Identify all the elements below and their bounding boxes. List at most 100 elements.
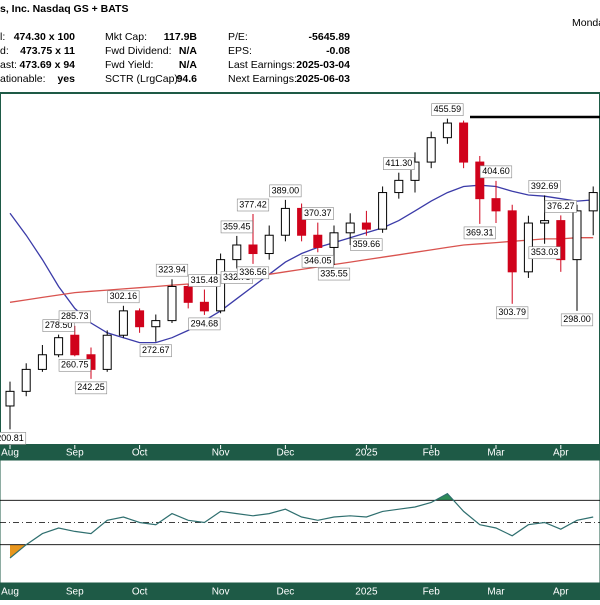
price-label: 285.73 (58, 310, 91, 324)
price-label: 346.05 (301, 254, 334, 268)
label-box (58, 310, 91, 324)
field-label: Fwd Dividend: (105, 45, 172, 57)
x-tick-label: Feb (423, 448, 441, 459)
label-text: 298.00 (563, 314, 591, 324)
field-label: EPS: (228, 45, 252, 57)
candle-body (70, 334, 80, 356)
field-label: Fwd Yield: (105, 59, 153, 71)
field-value: 2025-06-03 (296, 73, 350, 85)
label-box (528, 180, 561, 193)
label-box (188, 274, 221, 287)
label-text: 353.03 (531, 247, 559, 257)
header-date: Monda (572, 17, 600, 29)
field-label: Mkt Cap: (105, 31, 147, 43)
field-label: Next Earnings: (228, 73, 297, 85)
field-value: yes (57, 73, 75, 85)
x-tick-label: Apr (553, 587, 569, 598)
candle-body (183, 285, 193, 303)
field-label: P/E: (228, 31, 248, 43)
price-label: 389.00 (269, 184, 302, 198)
label-text: 369.31 (466, 227, 494, 237)
indicator-panel (0, 459, 600, 584)
candle-body (507, 210, 517, 273)
field-label: SCTR (LrgCap): (105, 73, 181, 85)
price-label: 315.48 (188, 274, 221, 287)
price-label: 298.00 (560, 313, 594, 327)
label-box (496, 306, 529, 320)
label-box (155, 263, 189, 277)
candle-body (313, 234, 323, 248)
candle-body (459, 122, 469, 163)
label-text: 411.30 (385, 158, 412, 168)
indicator-line (9, 492, 594, 559)
candle-body (426, 137, 436, 163)
price-label: 335.55 (317, 267, 351, 281)
label-text: 260.75 (61, 360, 89, 370)
candle-body (232, 244, 242, 261)
x-tick-label: Apr (553, 448, 569, 459)
x-tick-label: Dec (277, 587, 295, 598)
price-label: 359.66 (350, 238, 383, 251)
x-tick-label: Oct (132, 587, 148, 598)
candle-body (475, 161, 485, 200)
candle-body (361, 222, 371, 230)
price-label: 455.59 (431, 103, 464, 116)
candle-body (264, 234, 274, 255)
field-value: 474.30 x 100 (14, 31, 75, 43)
label-box (107, 290, 140, 304)
x-axis-bar (0, 583, 600, 600)
moving-average (9, 237, 594, 303)
label-text: 370.37 (304, 208, 332, 218)
candle-body (199, 301, 209, 312)
candle-body (491, 198, 501, 212)
label-box (528, 246, 561, 260)
candle-body (37, 354, 47, 370)
x-tick-label: Nov (212, 448, 230, 459)
label-box (463, 226, 496, 240)
candle-body (54, 337, 64, 356)
field-value: 117.9B (164, 31, 198, 43)
price-label: 303.79 (496, 306, 529, 320)
x-tick-label: Dec (277, 448, 295, 459)
label-text: 392.69 (531, 181, 559, 191)
x-tick-label: Oct (132, 448, 148, 459)
field-value: N/A (179, 45, 198, 57)
label-box (317, 267, 351, 281)
field-value: 2025-03-04 (296, 59, 350, 71)
field-label: Last Earnings: (228, 59, 295, 71)
label-text: 336.56 (239, 267, 267, 277)
candle-body (588, 192, 598, 212)
price-label: 200.81 (0, 432, 27, 445)
price-label: 272.67 (139, 344, 172, 358)
label-text: 359.45 (223, 221, 251, 231)
x-axis-bar (0, 445, 600, 460)
price-label: 411.30 (383, 157, 415, 170)
field-value: 473.69 x 94 (20, 59, 76, 71)
label-box (188, 317, 221, 331)
header-title: s, Inc. Nasdaq GS + BATS (0, 3, 128, 15)
field-label: ationable: (0, 73, 46, 85)
candle-body (167, 285, 177, 322)
label-text: 404.60 (482, 166, 510, 176)
label-text: 303.79 (498, 307, 526, 317)
candle-body (118, 310, 128, 336)
label-text: 242.25 (77, 382, 105, 392)
price-label: 260.75 (58, 358, 91, 372)
field-value: 473.75 x 11 (20, 45, 75, 57)
candle-body (21, 368, 31, 392)
x-tick-label: Aug (1, 587, 19, 598)
field-value: N/A (179, 59, 198, 71)
label-box (479, 165, 513, 179)
price-label: 369.31 (463, 226, 496, 240)
label-text: 200.81 (0, 433, 24, 443)
label-box (269, 184, 302, 198)
label-text: 315.48 (191, 275, 219, 285)
x-tick-label: Sep (66, 587, 84, 598)
candle-body (248, 244, 258, 255)
label-box (431, 103, 464, 116)
label-box (74, 381, 108, 395)
candle-body (345, 222, 355, 234)
label-text: 335.55 (320, 268, 348, 278)
field-label: l: (0, 31, 5, 43)
